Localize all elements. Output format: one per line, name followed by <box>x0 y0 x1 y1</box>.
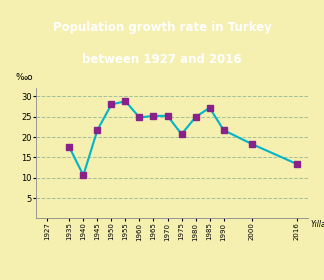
Text: ‰o: ‰o <box>15 73 33 82</box>
Text: Population growth rate in Turkey: Population growth rate in Turkey <box>52 22 272 34</box>
Text: between 1927 and 2016: between 1927 and 2016 <box>82 53 242 66</box>
Text: Yıllar: Yıllar <box>310 220 324 229</box>
